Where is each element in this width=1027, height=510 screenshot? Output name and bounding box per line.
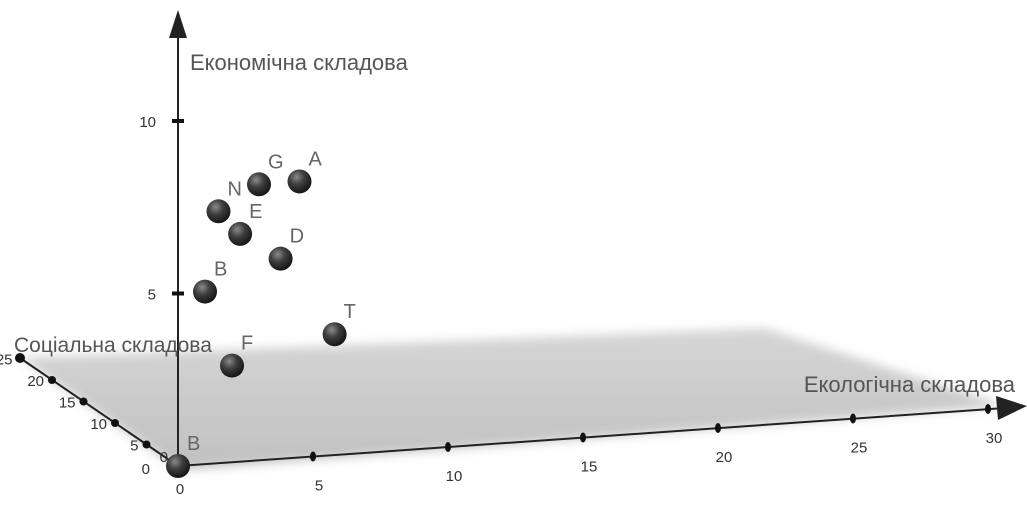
x-tick-mark xyxy=(445,442,451,452)
economic-axis-label: Економічна складова xyxy=(190,50,409,75)
origin-label-y: 0 xyxy=(142,461,150,478)
base-plane xyxy=(20,328,1005,470)
x-tick-mark xyxy=(310,451,316,462)
x-tick-label: 5 xyxy=(315,478,323,495)
x-tick-label: 10 xyxy=(446,468,463,485)
y-tick-label: 20 xyxy=(27,373,44,390)
data-point-marker xyxy=(247,172,271,197)
ecological-axis-arrow xyxy=(996,396,1027,420)
data-point-label: A xyxy=(309,148,323,170)
data-point: B xyxy=(166,433,200,478)
data-point: G xyxy=(247,151,284,197)
x-tick-mark xyxy=(715,423,721,433)
data-point: D xyxy=(268,226,304,271)
x-tick-mark xyxy=(985,404,991,414)
y-tick-mark xyxy=(79,397,88,406)
social-axis-ticks: 5 10 15 20 25 xyxy=(0,352,151,455)
data-point-marker xyxy=(287,169,312,194)
y-tick-label: 25 xyxy=(0,352,13,369)
data-point-label: N xyxy=(228,178,242,200)
x-tick-mark xyxy=(580,432,586,443)
data-point: N xyxy=(206,178,242,224)
data-point-marker xyxy=(220,353,244,378)
data-point-marker xyxy=(166,454,190,478)
data-point-marker xyxy=(228,221,253,246)
origin-label-z: 0 xyxy=(160,449,168,466)
x-tick-label: 20 xyxy=(716,449,733,466)
ecological-axis-ticks: 5 10 15 20 25 30 xyxy=(310,404,1002,495)
data-point-marker xyxy=(268,246,293,271)
data-points: A G NE D B T F B xyxy=(166,148,356,478)
x-tick-mark xyxy=(850,413,856,424)
data-point-label: B xyxy=(187,433,200,455)
economic-axis-arrow xyxy=(169,10,187,38)
x-tick-label: 30 xyxy=(986,430,1003,447)
social-axis-label: Соціальна складова xyxy=(14,334,212,357)
y-tick-label: 5 xyxy=(130,438,138,455)
data-point-label: G xyxy=(268,151,284,173)
ecological-axis-label: Екологічна складова xyxy=(804,372,1016,397)
data-point-marker xyxy=(193,279,217,304)
y-tick-mark xyxy=(142,440,151,449)
data-point-label: D xyxy=(290,226,304,248)
data-point: T xyxy=(322,301,356,347)
y-tick-mark xyxy=(111,419,119,427)
data-point-label: E xyxy=(249,201,262,223)
y-tick-label: 15 xyxy=(59,395,76,412)
z-tick-label: 5 xyxy=(148,287,156,304)
data-point-label: B xyxy=(214,259,227,281)
y-tick-label: 10 xyxy=(90,416,107,433)
origin-label-x: 0 xyxy=(176,481,184,498)
data-point: A xyxy=(287,148,323,194)
data-point-marker xyxy=(206,199,231,224)
x-tick-label: 25 xyxy=(851,440,868,457)
y-axis-end-mark xyxy=(15,353,25,363)
data-point: B xyxy=(193,259,227,304)
social-axis xyxy=(19,357,179,467)
data-point-label: T xyxy=(344,301,356,323)
x-tick-label: 15 xyxy=(581,459,598,476)
economic-axis-ticks: 5 10 xyxy=(139,114,184,304)
z-tick-label: 10 xyxy=(139,114,156,131)
data-point: F xyxy=(220,333,253,378)
data-point-marker xyxy=(322,322,347,347)
y-tick-mark xyxy=(48,376,56,384)
data-point-label: F xyxy=(241,333,253,355)
data-point: E xyxy=(228,201,262,246)
